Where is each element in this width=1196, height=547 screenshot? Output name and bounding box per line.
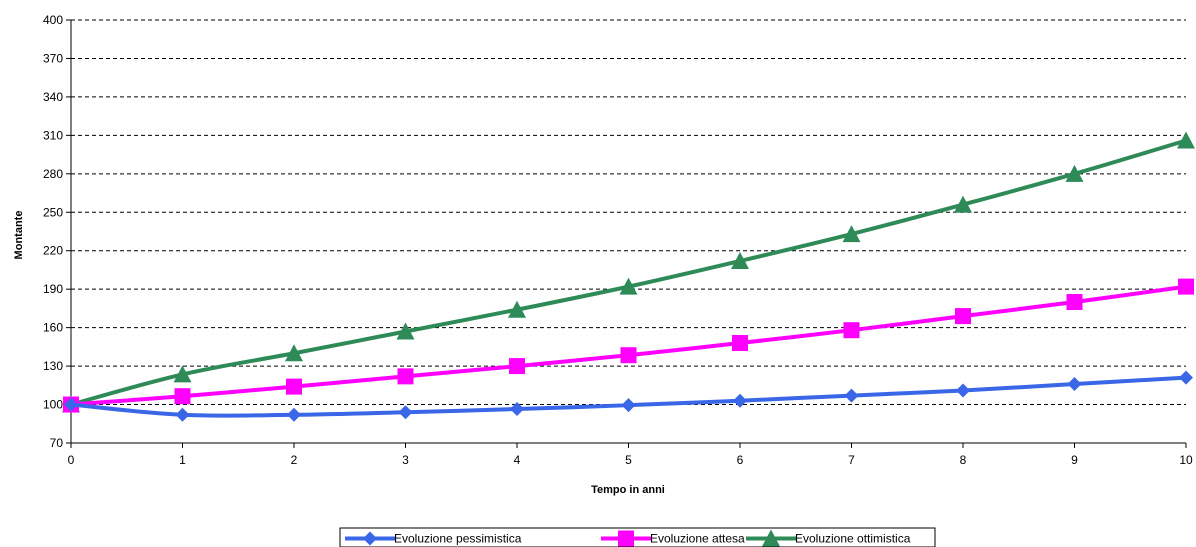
series-square xyxy=(63,278,1194,413)
series-line xyxy=(69,138,1188,407)
grid-lines xyxy=(71,19,1186,406)
data-point xyxy=(1067,377,1082,392)
data-point xyxy=(396,322,415,340)
data-point xyxy=(619,277,638,295)
y-tick-label: 250 xyxy=(43,205,63,219)
data-point xyxy=(286,378,302,395)
data-point xyxy=(731,251,749,269)
x-tick-label: 4 xyxy=(514,453,521,467)
data-point xyxy=(397,368,414,385)
y-tick-label: 400 xyxy=(43,13,63,27)
x-axis-title: Tempo in anni xyxy=(591,484,665,496)
data-point xyxy=(955,308,971,325)
y-tick-label: 100 xyxy=(43,398,63,412)
data-point xyxy=(1178,278,1194,295)
y-tick-label: 190 xyxy=(43,282,63,296)
y-tick-label: 130 xyxy=(43,359,63,373)
data-point xyxy=(509,358,525,375)
data-point xyxy=(732,335,748,352)
x-tick-label: 6 xyxy=(737,453,744,467)
x-tick-label: 7 xyxy=(848,453,855,467)
data-point xyxy=(1179,370,1193,385)
axes xyxy=(66,19,1187,448)
data-point xyxy=(1177,131,1195,149)
series-layer xyxy=(62,131,1195,422)
x-tick-label: 9 xyxy=(1071,453,1078,467)
x-tick-label: 0 xyxy=(68,453,75,467)
y-axis-title: Montante xyxy=(13,211,25,260)
legend-swatch-marker xyxy=(363,531,377,546)
y-tick-label: 280 xyxy=(43,167,63,181)
data-point xyxy=(733,393,747,408)
x-tick-label: 2 xyxy=(291,453,298,467)
data-point xyxy=(173,365,192,383)
data-point xyxy=(843,322,860,339)
data-point xyxy=(842,225,861,243)
legend: Evoluzione pessimistica Evoluzione attesa… xyxy=(339,527,936,547)
data-point xyxy=(844,388,859,403)
legend-label: Evoluzione attesa xyxy=(650,532,745,546)
tick-labels: 70 100 130 160 190 220 250 280 310 340 370 400 0 1 2 3 4… xyxy=(43,13,1193,467)
y-tick-label: 370 xyxy=(43,51,63,65)
x-tick-label: 1 xyxy=(179,453,186,467)
data-point xyxy=(174,388,191,405)
data-point xyxy=(621,398,636,413)
x-tick-label: 5 xyxy=(625,453,632,467)
data-point xyxy=(1065,164,1084,182)
data-point xyxy=(508,300,526,318)
legend-swatch-marker xyxy=(618,530,634,547)
data-point xyxy=(175,407,190,422)
y-tick-label: 70 xyxy=(50,436,64,450)
x-tick-label: 3 xyxy=(402,453,409,467)
y-tick-label: 160 xyxy=(43,321,63,335)
x-tick-label: 8 xyxy=(960,453,967,467)
x-tick-label: 10 xyxy=(1179,453,1193,467)
data-point xyxy=(398,405,413,420)
data-point xyxy=(620,347,637,364)
data-point xyxy=(954,195,972,213)
legend-label: Evoluzione ottimistica xyxy=(795,532,911,546)
data-point xyxy=(956,383,970,398)
legend-swatch-marker xyxy=(762,529,780,547)
legend-label: Evoluzione pessimistica xyxy=(394,532,522,546)
data-point xyxy=(1066,294,1083,310)
y-tick-label: 340 xyxy=(43,90,63,104)
y-tick-label: 310 xyxy=(43,128,63,142)
data-point xyxy=(287,407,301,422)
data-point xyxy=(64,397,78,412)
data-point xyxy=(510,402,524,417)
y-tick-label: 220 xyxy=(43,244,63,258)
data-point xyxy=(285,344,303,362)
series-diamond xyxy=(64,370,1193,422)
